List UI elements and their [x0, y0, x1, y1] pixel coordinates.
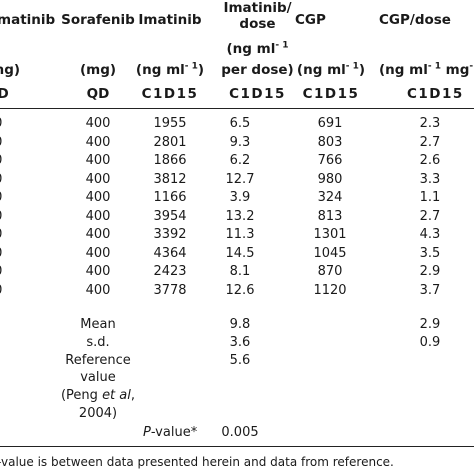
cell-cgp-dose: 3.7 — [419, 282, 441, 298]
cell-cgp-dose: 2.3 — [419, 116, 441, 131]
cell-sorafenib: 400 — [85, 264, 111, 279]
header-cgp-dose-name: CGP/dose — [379, 12, 451, 28]
cell-sorafenib: 400 — [85, 171, 111, 187]
header-dose-name: Imatinib — [0, 12, 56, 28]
cell-cgp: 980 — [317, 171, 343, 187]
cell-cgp-dose: 2.9 — [419, 264, 441, 279]
header-imatinib-name: Imatinib — [138, 12, 202, 28]
cell-imatinib: 3812 — [153, 171, 187, 187]
cell-dose: 400 — [0, 283, 10, 299]
cell-sorafenib: 400 — [85, 208, 111, 224]
cell-imatinib-dose: 3.9 — [229, 190, 251, 205]
cell-sorafenib: 400 — [85, 245, 111, 261]
summary-sd-label: s.d. — [86, 335, 110, 350]
header-dose-unit: (mg) — [0, 62, 21, 78]
cell-cgp: 1120 — [313, 282, 347, 298]
cell-sorafenib: 400 — [85, 190, 111, 205]
summary-reference-label-line1: Reference — [65, 353, 131, 368]
summary-reference-imatinib-dose: 5.6 — [229, 353, 251, 368]
header-sorafenib-schedule: QD — [86, 86, 110, 102]
header-cgp-timepoint: C1D15 — [302, 86, 360, 102]
summary-pvalue-imatinib-dose: 0.005 — [221, 425, 259, 440]
cell-dose: 400 — [0, 246, 10, 262]
header-imatinib-unit: (ng ml- 1) — [135, 61, 205, 78]
summary-reference-label-line2: value — [80, 370, 116, 385]
cell-imatinib: 2423 — [153, 264, 187, 279]
summary-mean-cgp-dose: 2.9 — [419, 317, 441, 332]
header-sorafenib-unit: (mg) — [79, 62, 117, 78]
header-imatinib-dose-name-line1: Imatinib/ — [223, 0, 292, 16]
cell-cgp: 1045 — [313, 245, 347, 261]
footer-rule — [0, 446, 474, 447]
header-imatinib-dose-unit-line2: per dose) — [221, 62, 294, 78]
cell-imatinib-dose: 11.3 — [225, 227, 255, 242]
cell-sorafenib: 400 — [85, 134, 111, 150]
cell-imatinib: 4364 — [153, 245, 187, 261]
header-sorafenib-name: Sorafenib — [61, 12, 135, 28]
header-imatinib-dose-timepoint: C1D15 — [229, 86, 286, 102]
cell-dose: 400 — [0, 172, 10, 188]
summary-sd-imatinib-dose: 3.6 — [229, 335, 251, 350]
cell-cgp-dose: 2.7 — [419, 134, 441, 150]
cell-cgp: 324 — [317, 190, 343, 205]
cell-cgp: 813 — [317, 208, 343, 224]
cell-cgp-dose: 2.6 — [419, 153, 441, 168]
cell-cgp-dose: 3.5 — [419, 245, 441, 261]
cell-cgp: 870 — [317, 264, 343, 279]
cell-imatinib-dose: 13.2 — [225, 208, 255, 224]
cell-imatinib-dose: 6.5 — [229, 116, 251, 131]
header-rule — [0, 108, 474, 109]
cell-dose: 400 — [0, 116, 10, 132]
cell-cgp-dose: 4.3 — [419, 227, 441, 242]
cell-imatinib: 1866 — [153, 153, 187, 168]
cell-imatinib: 2801 — [153, 134, 187, 150]
summary-pvalue-label: P-value* — [143, 425, 198, 440]
cell-imatinib: 1166 — [153, 190, 187, 205]
cell-imatinib-dose: 12.6 — [225, 282, 255, 298]
cell-sorafenib: 400 — [85, 116, 111, 131]
cell-imatinib-dose: 12.7 — [225, 171, 255, 187]
cell-imatinib-dose: 9.3 — [229, 134, 251, 150]
header-cgp-name: CGP — [295, 12, 326, 28]
cell-imatinib: 3778 — [153, 282, 187, 298]
cell-cgp-dose: 2.7 — [419, 208, 441, 224]
summary-reference-label-line4: 2004) — [78, 406, 118, 421]
cell-imatinib: 3954 — [153, 208, 187, 224]
header-imatinib-timepoint: C1D15 — [141, 86, 199, 102]
cell-dose: 400 — [0, 209, 10, 225]
cell-imatinib-dose: 8.1 — [229, 264, 251, 279]
cell-dose: 400 — [0, 227, 10, 243]
cell-imatinib: 3392 — [153, 227, 187, 242]
cell-dose: 400 — [0, 135, 10, 151]
cell-cgp: 691 — [317, 116, 343, 131]
cell-dose: 400 — [0, 264, 10, 280]
footnote: -value is between data presented herein … — [0, 455, 394, 469]
summary-sd-cgp-dose: 0.9 — [419, 335, 441, 350]
header-dose-schedule: QD — [0, 86, 9, 102]
cell-cgp-dose: 3.3 — [419, 171, 441, 187]
cell-dose: 400 — [0, 190, 10, 206]
cell-sorafenib: 400 — [85, 227, 111, 242]
cell-dose: 400 — [0, 153, 10, 169]
cell-sorafenib: 400 — [85, 282, 111, 298]
cell-imatinib: 1955 — [153, 116, 187, 131]
header-imatinib-dose-name-line2: dose — [239, 16, 276, 32]
summary-reference-label-line3: (Peng et al, — [60, 388, 136, 403]
header-cgp-dose-unit: (ng ml- 1 mg- 1 — [379, 61, 474, 78]
cell-cgp-dose: 1.1 — [419, 190, 441, 205]
header-cgp-unit: (ng ml- 1) — [296, 61, 366, 78]
cell-cgp: 803 — [317, 134, 343, 150]
summary-mean-label: Mean — [80, 317, 116, 332]
cell-cgp: 766 — [317, 153, 343, 168]
cell-cgp: 1301 — [313, 227, 347, 242]
cell-sorafenib: 400 — [85, 153, 111, 168]
header-imatinib-dose-unit-line1: (ng ml- 1 — [226, 40, 289, 57]
header-cgp-dose-timepoint: C1D15 — [407, 86, 464, 102]
cell-imatinib-dose: 14.5 — [225, 245, 255, 261]
summary-mean-imatinib-dose: 9.8 — [229, 317, 251, 332]
cell-imatinib-dose: 6.2 — [229, 153, 251, 168]
